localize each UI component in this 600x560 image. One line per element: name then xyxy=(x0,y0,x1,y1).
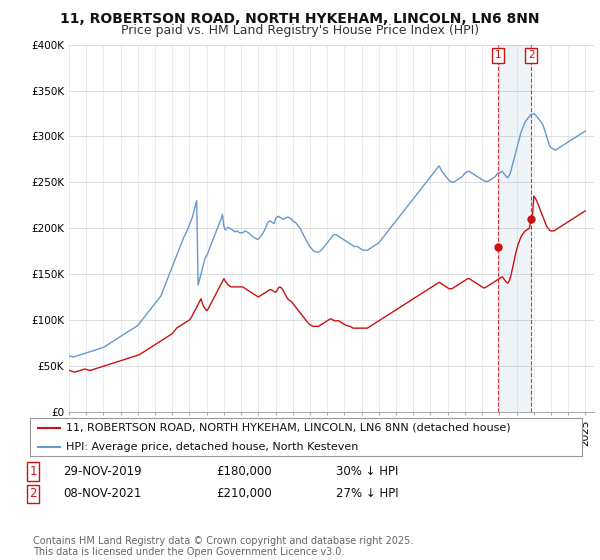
Text: HPI: Average price, detached house, North Kesteven: HPI: Average price, detached house, Nort… xyxy=(66,442,358,452)
Text: 27% ↓ HPI: 27% ↓ HPI xyxy=(336,487,398,501)
Text: 1: 1 xyxy=(29,465,37,478)
Text: 2: 2 xyxy=(528,50,535,60)
Text: £210,000: £210,000 xyxy=(216,487,272,501)
Text: 2: 2 xyxy=(29,487,37,501)
Text: Price paid vs. HM Land Registry's House Price Index (HPI): Price paid vs. HM Land Registry's House … xyxy=(121,24,479,37)
Text: £180,000: £180,000 xyxy=(216,465,272,478)
Text: 30% ↓ HPI: 30% ↓ HPI xyxy=(336,465,398,478)
Text: 08-NOV-2021: 08-NOV-2021 xyxy=(63,487,142,501)
Text: 11, ROBERTSON ROAD, NORTH HYKEHAM, LINCOLN, LN6 8NN (detached house): 11, ROBERTSON ROAD, NORTH HYKEHAM, LINCO… xyxy=(66,423,511,433)
Text: 11, ROBERTSON ROAD, NORTH HYKEHAM, LINCOLN, LN6 8NN: 11, ROBERTSON ROAD, NORTH HYKEHAM, LINCO… xyxy=(60,12,540,26)
Text: 29-NOV-2019: 29-NOV-2019 xyxy=(63,465,142,478)
Bar xyxy=(498,45,531,412)
Text: Contains HM Land Registry data © Crown copyright and database right 2025.
This d: Contains HM Land Registry data © Crown c… xyxy=(33,535,413,557)
Text: 1: 1 xyxy=(494,50,501,60)
